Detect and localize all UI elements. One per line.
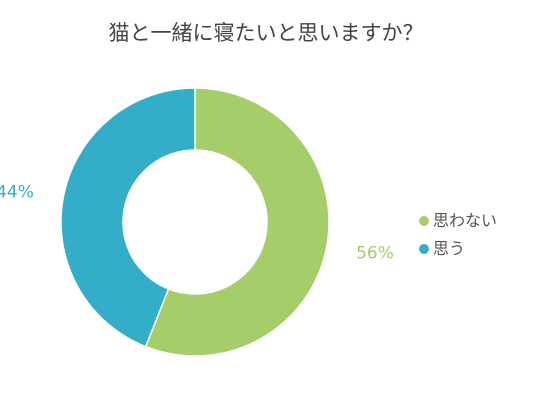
slice-label-思う: 44% [0, 182, 34, 202]
legend-marker-思わない [419, 216, 429, 226]
chart-title: 猫と一緒に寝たいと思いますか？ [109, 21, 424, 45]
slice-label-思わない: 56% [356, 244, 394, 264]
legend-label-思う: 思う [433, 239, 465, 258]
donut-slices [60, 87, 330, 357]
donut-slice-思う [60, 87, 196, 348]
legend-marker-思う [419, 244, 429, 254]
slice-labels: 56% 44% [0, 182, 394, 263]
donut-slice-思わない [144, 87, 330, 357]
legend-label-思わない: 思わない [433, 211, 497, 230]
